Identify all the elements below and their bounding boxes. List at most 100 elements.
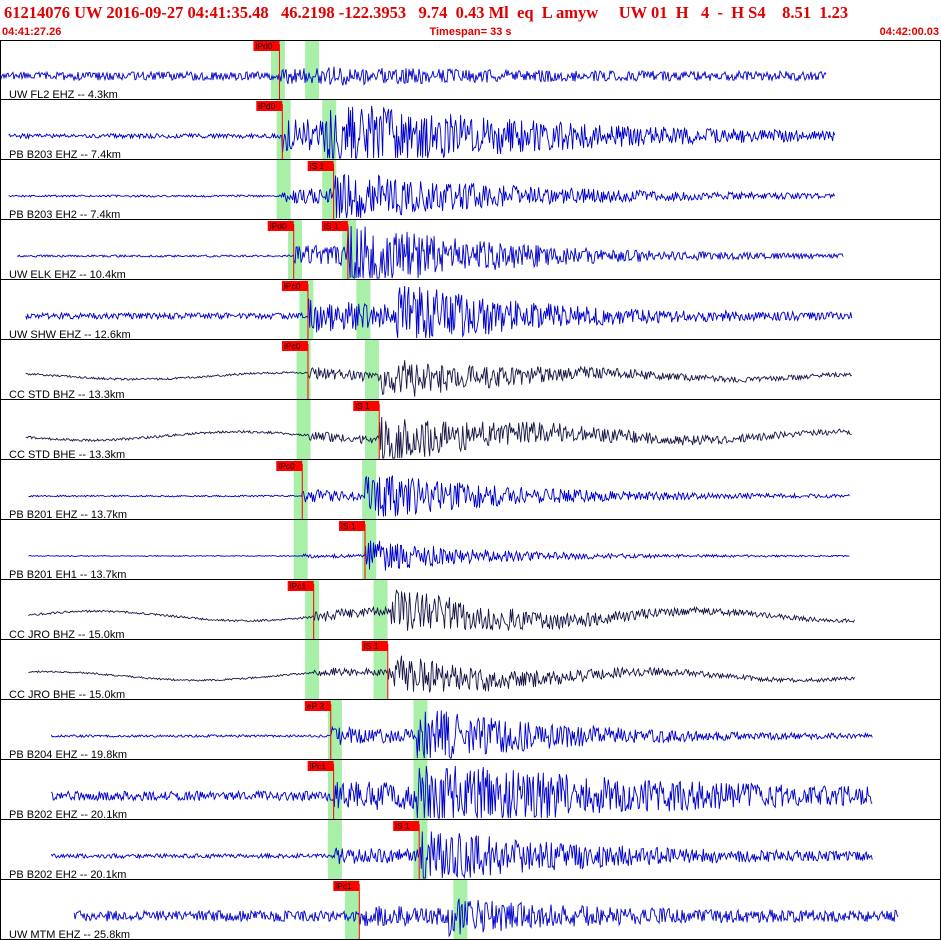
station-label: PB B202 EHZ -- 20.1km <box>9 809 127 821</box>
pick-label: iS 1 <box>341 521 356 531</box>
pick-label: iPc1 <box>310 761 327 771</box>
pick-flag[interactable] <box>267 221 294 231</box>
pick-label: iS 1 <box>355 401 370 411</box>
trace-row[interactable]: eP 2 PB B204 EHZ -- 19.8km <box>0 700 941 761</box>
waveform <box>28 655 855 693</box>
p-window <box>327 700 342 760</box>
waveform <box>73 898 899 938</box>
trace-row[interactable]: iS 1 CC JRO BHE -- 15.0km <box>0 640 941 701</box>
pick-flag[interactable] <box>281 281 308 291</box>
event-header: 61214076 UW 2016-09-27 04:41:35.48 46.21… <box>0 0 941 40</box>
pick-flag[interactable] <box>287 581 314 591</box>
pick-label: iPd0 <box>255 41 272 51</box>
p-window <box>305 580 320 640</box>
s-window <box>322 100 337 160</box>
waveform <box>25 285 853 339</box>
event-summary-line: 61214076 UW 2016-09-27 04:41:35.48 46.21… <box>4 3 849 22</box>
pick-flag[interactable] <box>361 641 388 651</box>
station-label: PB B201 EHZ -- 13.7km <box>9 509 127 521</box>
station-label: PB B204 EHZ -- 19.8km <box>9 749 127 761</box>
pick-flag[interactable] <box>333 881 360 891</box>
station-label: CC STD BHE -- 13.3km <box>9 449 125 461</box>
panel-frame <box>0 40 941 940</box>
station-label: CC JRO BHZ -- 15.0km <box>9 629 125 641</box>
waveform <box>28 475 850 517</box>
p-window <box>296 340 311 400</box>
p-window <box>276 100 291 160</box>
pick-flag[interactable] <box>276 461 303 471</box>
p-window <box>270 40 285 100</box>
station-label: PB B203 EHZ -- 7.4km <box>9 149 121 161</box>
waveform <box>8 105 836 159</box>
pick-label: iPd0 <box>270 221 287 231</box>
pick-label: iPc0 <box>278 461 295 471</box>
waveform <box>28 589 855 631</box>
pick-label: iPc1 <box>335 881 352 891</box>
pick-label: iS 1 <box>395 821 410 831</box>
waveform <box>25 416 852 459</box>
trace-row[interactable]: iS 1 PB B201 EH1 -- 13.7km <box>0 520 941 581</box>
window-end-time: 04:42:00.03 <box>879 26 939 38</box>
trace-row[interactable]: iPc0 PB B201 EHZ -- 13.7km <box>0 460 941 521</box>
s-window <box>413 700 428 760</box>
pick-label: iS 1 <box>364 641 379 651</box>
s-window <box>305 40 320 100</box>
pick-flag[interactable] <box>281 341 308 351</box>
pick-flag[interactable] <box>307 161 334 171</box>
station-label: CC JRO BHE -- 15.0km <box>9 689 125 701</box>
waveform <box>16 225 844 280</box>
trace-row[interactable]: iS 1 CC STD BHE -- 13.3km <box>0 400 941 461</box>
trace-row[interactable]: iS 1 PB B202 EH2 -- 20.1km <box>0 820 941 881</box>
station-label: CC STD BHZ -- 13.3km <box>9 389 125 401</box>
waveform <box>50 765 873 819</box>
station-label: PB B203 EH2 -- 7.4km <box>9 209 120 221</box>
p-window <box>293 520 308 580</box>
station-label: PB B202 EH2 -- 20.1km <box>9 869 126 881</box>
p-window <box>288 220 303 280</box>
trace-row[interactable]: iPd0 iS 1 UW ELK EHZ -- 10.4km <box>0 220 941 281</box>
trace-row[interactable]: iPc1 CC JRO BHZ -- 15.0km <box>0 580 941 641</box>
trace-row[interactable]: iPc1 PB B202 EHZ -- 20.1km <box>0 760 941 821</box>
pick-label: iPc0 <box>284 341 301 351</box>
p-window <box>276 160 291 220</box>
waveform <box>28 540 850 571</box>
seismogram-panel[interactable]: iPd0 UW FL2 EHZ -- 4.3km iPd0 PB B203 EHZ -… <box>0 40 941 940</box>
trace-row[interactable]: iPc0 UW SHW EHZ -- 12.6km <box>0 280 941 341</box>
pick-label: iPc1 <box>290 581 307 591</box>
p-window <box>293 460 308 520</box>
pick-flag[interactable] <box>256 101 283 111</box>
p-window <box>296 400 311 460</box>
trace-row[interactable]: iPd0 PB B203 EHZ -- 7.4km <box>0 100 941 161</box>
waveform <box>25 360 852 397</box>
trace-row[interactable]: iPc0 CC STD BHZ -- 13.3km <box>0 340 941 401</box>
trace-row[interactable]: iS 1 PB B203 EH2 -- 7.4km <box>0 160 941 221</box>
waveform <box>0 66 827 86</box>
trace-row[interactable]: iPc1 UW MTM EHZ -- 25.8km <box>0 880 941 940</box>
pick-flag[interactable] <box>307 761 334 771</box>
pick-label: iPc0 <box>284 281 301 291</box>
pick-flag[interactable] <box>321 221 348 231</box>
pick-label: iS 1 <box>310 161 325 171</box>
waveform <box>50 710 873 759</box>
timespan-label: Timespan= 33 s <box>429 26 512 38</box>
p-window <box>305 640 320 700</box>
p-window <box>345 880 360 940</box>
pick-flag[interactable] <box>393 821 420 831</box>
pick-label: iPd0 <box>258 101 275 111</box>
station-label: UW SHW EHZ -- 12.6km <box>9 329 131 341</box>
pick-flag[interactable] <box>338 521 365 531</box>
pick-label: iS 1 <box>324 221 339 231</box>
pick-label: eP 2 <box>307 701 325 711</box>
p-window <box>327 820 342 880</box>
pick-flag[interactable] <box>253 41 280 51</box>
pick-flag[interactable] <box>353 401 380 411</box>
s-window <box>364 400 379 460</box>
waveform <box>8 173 836 219</box>
station-label: UW FL2 EHZ -- 4.3km <box>9 89 118 101</box>
window-start-time: 04:41:27.26 <box>2 26 62 38</box>
station-label: PB B201 EH1 -- 13.7km <box>9 569 126 581</box>
station-label: UW ELK EHZ -- 10.4km <box>9 269 126 281</box>
trace-row[interactable]: iPd0 UW FL2 EHZ -- 4.3km <box>0 40 941 101</box>
pick-flag[interactable] <box>304 701 331 711</box>
station-label: UW MTM EHZ -- 25.8km <box>9 929 130 940</box>
